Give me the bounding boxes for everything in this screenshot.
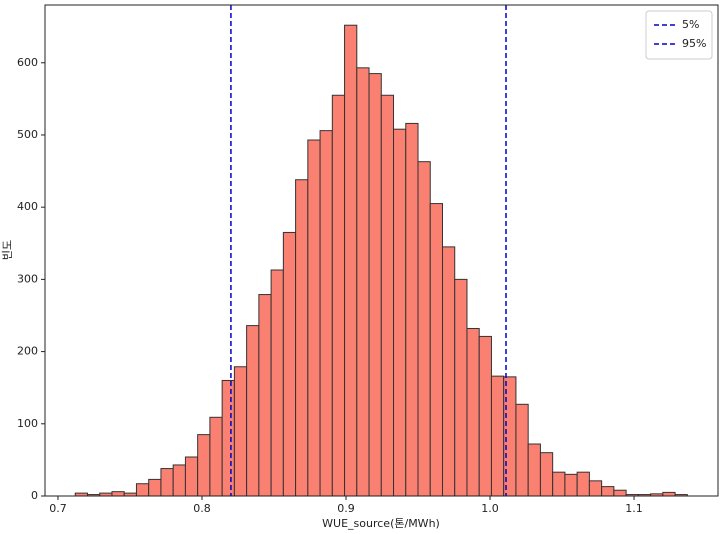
legend-box bbox=[645, 10, 713, 60]
bar bbox=[356, 67, 370, 497]
bar bbox=[331, 94, 346, 497]
bar bbox=[307, 139, 321, 497]
bar bbox=[295, 179, 309, 497]
bar bbox=[454, 278, 468, 497]
bar bbox=[527, 443, 541, 497]
bar bbox=[613, 489, 627, 497]
bar bbox=[588, 480, 603, 497]
bar bbox=[662, 491, 676, 497]
bar bbox=[246, 325, 260, 497]
bar bbox=[172, 464, 186, 497]
bar bbox=[319, 130, 333, 497]
bar bbox=[576, 471, 590, 497]
bar bbox=[111, 491, 125, 497]
bar bbox=[601, 486, 615, 497]
bar bbox=[490, 375, 505, 497]
bar bbox=[160, 468, 174, 497]
y-tick-label: 400 bbox=[17, 200, 38, 213]
bar bbox=[270, 269, 284, 497]
bar bbox=[221, 379, 235, 497]
y-tick-label: 100 bbox=[17, 417, 38, 430]
bar bbox=[515, 403, 529, 497]
bar bbox=[233, 366, 248, 497]
bar bbox=[417, 161, 431, 497]
bar bbox=[539, 452, 554, 497]
y-tick-label: 200 bbox=[17, 345, 38, 358]
bar bbox=[380, 94, 395, 497]
y-axis-label: 빈도 bbox=[1, 240, 14, 260]
bar bbox=[478, 335, 492, 497]
x-tick-label: 1.1 bbox=[625, 502, 643, 515]
bar bbox=[135, 483, 150, 497]
legend-label: 95% bbox=[682, 37, 706, 50]
plot-frame bbox=[44, 4, 719, 497]
x-tick-label: 0.7 bbox=[49, 502, 67, 515]
bar bbox=[552, 471, 566, 497]
bar bbox=[441, 246, 456, 497]
bar bbox=[148, 478, 162, 497]
y-tick-label: 300 bbox=[17, 272, 38, 285]
bar bbox=[282, 231, 297, 497]
bar bbox=[258, 294, 272, 497]
bar bbox=[197, 434, 211, 497]
bar bbox=[209, 416, 223, 497]
y-tick-label: 0 bbox=[31, 489, 38, 502]
legend: 5%95% bbox=[645, 10, 713, 60]
x-tick-label: 0.9 bbox=[337, 502, 355, 515]
x-axis-label: WUE_source(톤/MWh) bbox=[322, 517, 440, 530]
legend-label: 5% bbox=[682, 18, 699, 31]
bar bbox=[466, 327, 480, 497]
x-tick-label: 1.0 bbox=[481, 502, 499, 515]
bar bbox=[429, 203, 443, 497]
bar bbox=[344, 24, 358, 497]
bar bbox=[405, 122, 419, 497]
bar bbox=[368, 73, 382, 497]
bar bbox=[184, 456, 199, 497]
y-tick-label: 600 bbox=[17, 56, 38, 69]
bar bbox=[564, 473, 578, 497]
x-tick-label: 0.8 bbox=[193, 502, 211, 515]
bar bbox=[393, 128, 407, 497]
y-tick-label: 500 bbox=[17, 128, 38, 141]
